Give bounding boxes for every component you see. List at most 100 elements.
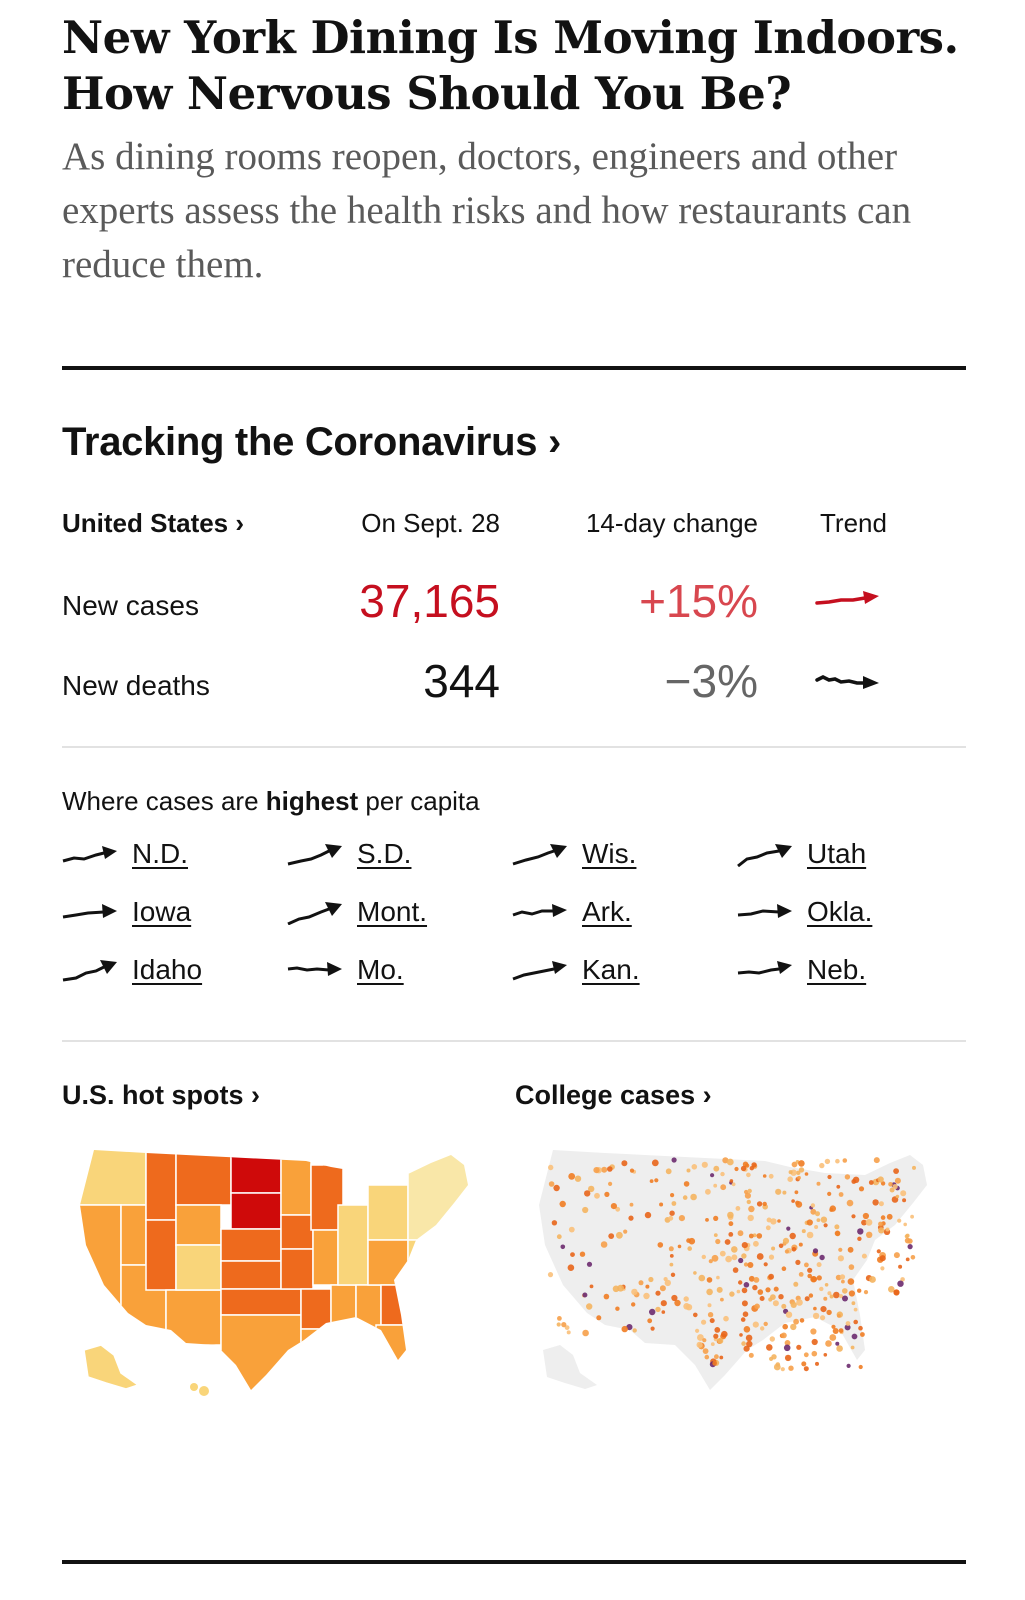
state-link-kan[interactable]: Kan.: [512, 954, 640, 986]
college-case-dot: [731, 1254, 738, 1261]
college-case-dot: [657, 1242, 664, 1248]
state-link-iowa[interactable]: Iowa: [62, 896, 191, 928]
college-case-dot: [696, 1341, 703, 1348]
college-case-dot: [693, 1312, 698, 1318]
college-case-dot: [705, 1188, 711, 1195]
state-link-sd[interactable]: S.D.: [287, 838, 411, 870]
college-case-dot: [801, 1361, 807, 1367]
college-case-dot: [837, 1314, 841, 1318]
college-case-dot: [799, 1318, 805, 1323]
college-case-dot: [858, 1186, 865, 1192]
college-cases-map[interactable]: [535, 1145, 935, 1400]
college-case-dot: [880, 1266, 885, 1271]
college-case-dot: [801, 1229, 806, 1234]
united-states-link[interactable]: United States ›: [62, 508, 245, 538]
college-case-dot: [650, 1326, 655, 1331]
college-case-dot: [632, 1328, 637, 1333]
college-cases-link[interactable]: College cases ›: [515, 1080, 712, 1110]
college-case-dot: [691, 1164, 698, 1170]
trend-up-icon: [62, 960, 117, 982]
college-case-dot: [707, 1312, 714, 1318]
new-deaths-label: New deaths: [62, 670, 210, 701]
college-case-dot: [798, 1160, 805, 1167]
trend-column-header: Trend: [820, 508, 887, 538]
state-link-idaho[interactable]: Idaho: [62, 954, 202, 986]
state-link-utah[interactable]: Utah: [737, 838, 866, 870]
college-case-dot: [832, 1328, 839, 1334]
college-case-dot: [793, 1281, 799, 1287]
college-case-dot: [706, 1288, 713, 1296]
state-link-nd[interactable]: N.D.: [62, 838, 188, 870]
college-case-dot: [885, 1227, 890, 1232]
college-case-dot: [690, 1193, 697, 1201]
college-case-dot: [784, 1340, 791, 1346]
article-headline[interactable]: New York Dining Is Moving Indoors. How N…: [62, 11, 959, 120]
college-case-dot: [798, 1242, 803, 1247]
college-case-dot: [559, 1200, 566, 1208]
college-case-dot: [804, 1172, 809, 1176]
state-link-mo[interactable]: Mo.: [287, 954, 404, 986]
college-case-dot: [834, 1224, 840, 1230]
college-case-dot: [566, 1330, 571, 1335]
tracker-title-link[interactable]: Tracking the Coronavirus ›: [62, 420, 561, 464]
college-case-dot: [768, 1273, 774, 1280]
college-case-dot: [548, 1181, 555, 1187]
us-hot-spots-link[interactable]: U.S. hot spots ›: [62, 1080, 260, 1110]
college-case-dot: [824, 1283, 829, 1287]
state-link-ark[interactable]: Ark.: [512, 896, 632, 928]
state-link-wis[interactable]: Wis.: [512, 838, 636, 870]
college-case-dot: [547, 1272, 554, 1278]
college-case-dot: [560, 1244, 566, 1250]
state-link-okla[interactable]: Okla.: [737, 896, 872, 928]
state-link-mont[interactable]: Mont.: [287, 896, 427, 928]
college-case-dot: [783, 1344, 791, 1352]
college-case-dot: [810, 1276, 817, 1283]
college-case-dot: [659, 1285, 666, 1292]
trend-up-icon: [287, 902, 342, 925]
new-cases-value: 37,165: [359, 575, 500, 627]
college-case-dot: [775, 1188, 782, 1195]
college-case-dot: [716, 1275, 720, 1280]
college-case-dot: [732, 1267, 739, 1273]
college-case-dot: [807, 1267, 813, 1273]
college-case-dot: [724, 1239, 731, 1245]
college-case-dot: [770, 1218, 777, 1225]
college-case-dot: [670, 1193, 675, 1198]
college-case-dot: [754, 1303, 760, 1310]
college-case-dot: [796, 1344, 802, 1350]
college-case-dot: [748, 1275, 755, 1282]
college-case-dot: [604, 1191, 610, 1197]
college-case-dot: [697, 1334, 704, 1341]
college-case-dot: [835, 1341, 840, 1346]
college-case-dot: [682, 1195, 688, 1200]
state-link-neb[interactable]: Neb.: [737, 954, 866, 986]
college-case-dot: [600, 1241, 608, 1248]
college-case-dot: [756, 1201, 763, 1207]
college-case-dot: [707, 1303, 712, 1308]
college-case-dot: [643, 1292, 650, 1300]
trend-up-icon: [737, 961, 792, 975]
college-case-dot: [713, 1333, 719, 1339]
college-case-dot: [579, 1251, 586, 1257]
college-case-dot: [757, 1289, 764, 1295]
college-case-dot: [866, 1231, 873, 1238]
college-case-dot: [701, 1254, 706, 1260]
college-case-dot: [769, 1356, 774, 1361]
college-case-dot: [742, 1311, 749, 1317]
college-case-dot: [903, 1222, 907, 1227]
college-case-dot: [844, 1324, 851, 1331]
college-case-dot: [781, 1266, 787, 1271]
college-case-dot: [810, 1203, 816, 1208]
college-case-dot: [806, 1231, 814, 1239]
college-case-dot: [848, 1290, 855, 1297]
college-case-dot: [857, 1236, 862, 1241]
college-case-dot: [740, 1317, 746, 1322]
college-case-dot: [907, 1244, 913, 1250]
trend-up-icon: [737, 844, 792, 867]
college-case-dot: [798, 1272, 804, 1277]
trend-up-icon: [512, 904, 567, 917]
college-case-dot: [714, 1327, 721, 1333]
college-case-dot: [584, 1190, 591, 1197]
us-hot-spots-map[interactable]: [76, 1145, 476, 1400]
college-case-dot: [621, 1325, 628, 1333]
